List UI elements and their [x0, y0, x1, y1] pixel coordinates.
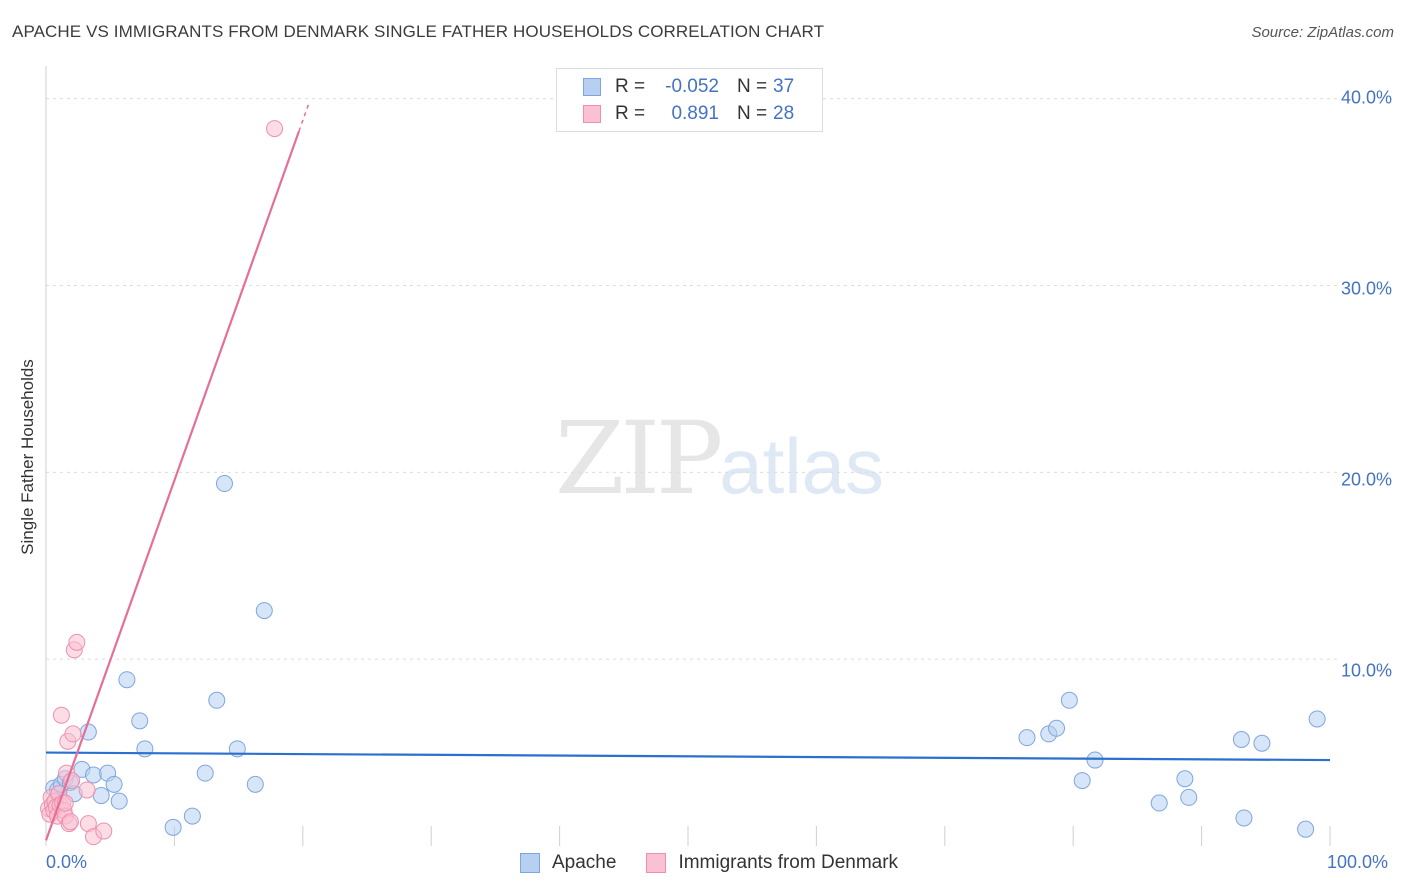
apache-trend-line — [45, 751, 1331, 762]
apache-point — [1235, 809, 1253, 827]
denmark-r-value: 0.891 — [671, 103, 719, 124]
apache-point — [136, 740, 154, 758]
n-label: N = — [737, 76, 768, 97]
apache-point — [92, 787, 110, 805]
y-tick-label-30: 30.0% — [1340, 278, 1392, 299]
apache-point — [1253, 734, 1271, 752]
apache-point — [105, 775, 123, 793]
apache-point — [1232, 731, 1250, 749]
y-tick-label-10: 10.0% — [1340, 660, 1392, 681]
zipatlas-watermark: ZIPatlas — [555, 400, 884, 517]
y-tick-label-40: 40.0% — [1340, 87, 1392, 108]
denmark-legend-swatch — [646, 853, 667, 873]
denmark-trend-line-extension — [298, 102, 310, 132]
apache-point — [255, 602, 273, 620]
apache-point — [85, 766, 103, 784]
apache-point — [196, 764, 214, 782]
apache-point — [1308, 710, 1326, 728]
apache-point — [1086, 751, 1104, 769]
y-axis-label: Single Father Households — [18, 359, 37, 555]
legend-item-denmark: Immigrants from Denmark — [646, 852, 898, 874]
denmark-point — [68, 633, 86, 651]
x-tick-label-max: 100.0% — [1327, 852, 1389, 872]
source-label: Source: ZipAtlas.com — [1251, 24, 1394, 41]
legend-item-apache: Apache — [520, 852, 616, 874]
denmark-point — [95, 822, 113, 840]
legend-row-apache: R = -0.052 N = 37 — [583, 75, 794, 99]
watermark-zip: ZIP — [555, 400, 723, 517]
denmark-point — [266, 120, 284, 138]
denmark-point — [78, 781, 96, 799]
denmark-point — [52, 706, 70, 724]
denmark-swatch — [583, 105, 601, 123]
apache-point — [215, 475, 233, 493]
apache-r-value: -0.052 — [665, 76, 719, 97]
apache-point — [1176, 770, 1194, 788]
denmark-trend-line — [44, 130, 300, 841]
denmark-point — [61, 813, 79, 831]
x-tick-label-min: 0.0% — [46, 852, 88, 872]
r-label: R = — [615, 103, 646, 124]
correlation-legend: R = -0.052 N = 37 R = 0.891 N = 28 — [556, 68, 823, 132]
chart-title: APACHE VS IMMIGRANTS FROM DENMARK SINGLE… — [12, 22, 825, 41]
apache-point — [110, 792, 128, 810]
apache-point — [183, 807, 201, 825]
apache-point — [208, 691, 226, 709]
apache-point — [1048, 719, 1066, 737]
denmark-n-value: 28 — [773, 103, 795, 124]
apache-point — [246, 775, 264, 793]
apache-point — [1018, 729, 1036, 747]
apache-point — [118, 671, 136, 689]
apache-point — [131, 712, 149, 730]
apache-swatch — [583, 78, 601, 96]
apache-legend-swatch — [520, 853, 540, 873]
denmark-point — [64, 725, 82, 743]
series-legend: Apache Immigrants from Denmark — [520, 852, 928, 874]
apache-point — [1073, 772, 1091, 790]
apache-n-value: 37 — [773, 76, 795, 97]
y-tick-label-20: 20.0% — [1340, 469, 1392, 490]
apache-point — [1150, 794, 1168, 812]
watermark-atlas: atlas — [719, 422, 885, 510]
apache-point — [164, 818, 182, 836]
denmark-legend-label: Immigrants from Denmark — [678, 852, 899, 873]
r-label: R = — [615, 76, 646, 97]
n-label: N = — [737, 103, 768, 124]
apache-point — [1060, 691, 1078, 709]
apache-point — [1180, 788, 1198, 806]
legend-row-denmark: R = 0.891 N = 28 — [583, 102, 794, 126]
apache-legend-label: Apache — [552, 852, 617, 873]
apache-point — [1297, 820, 1315, 838]
